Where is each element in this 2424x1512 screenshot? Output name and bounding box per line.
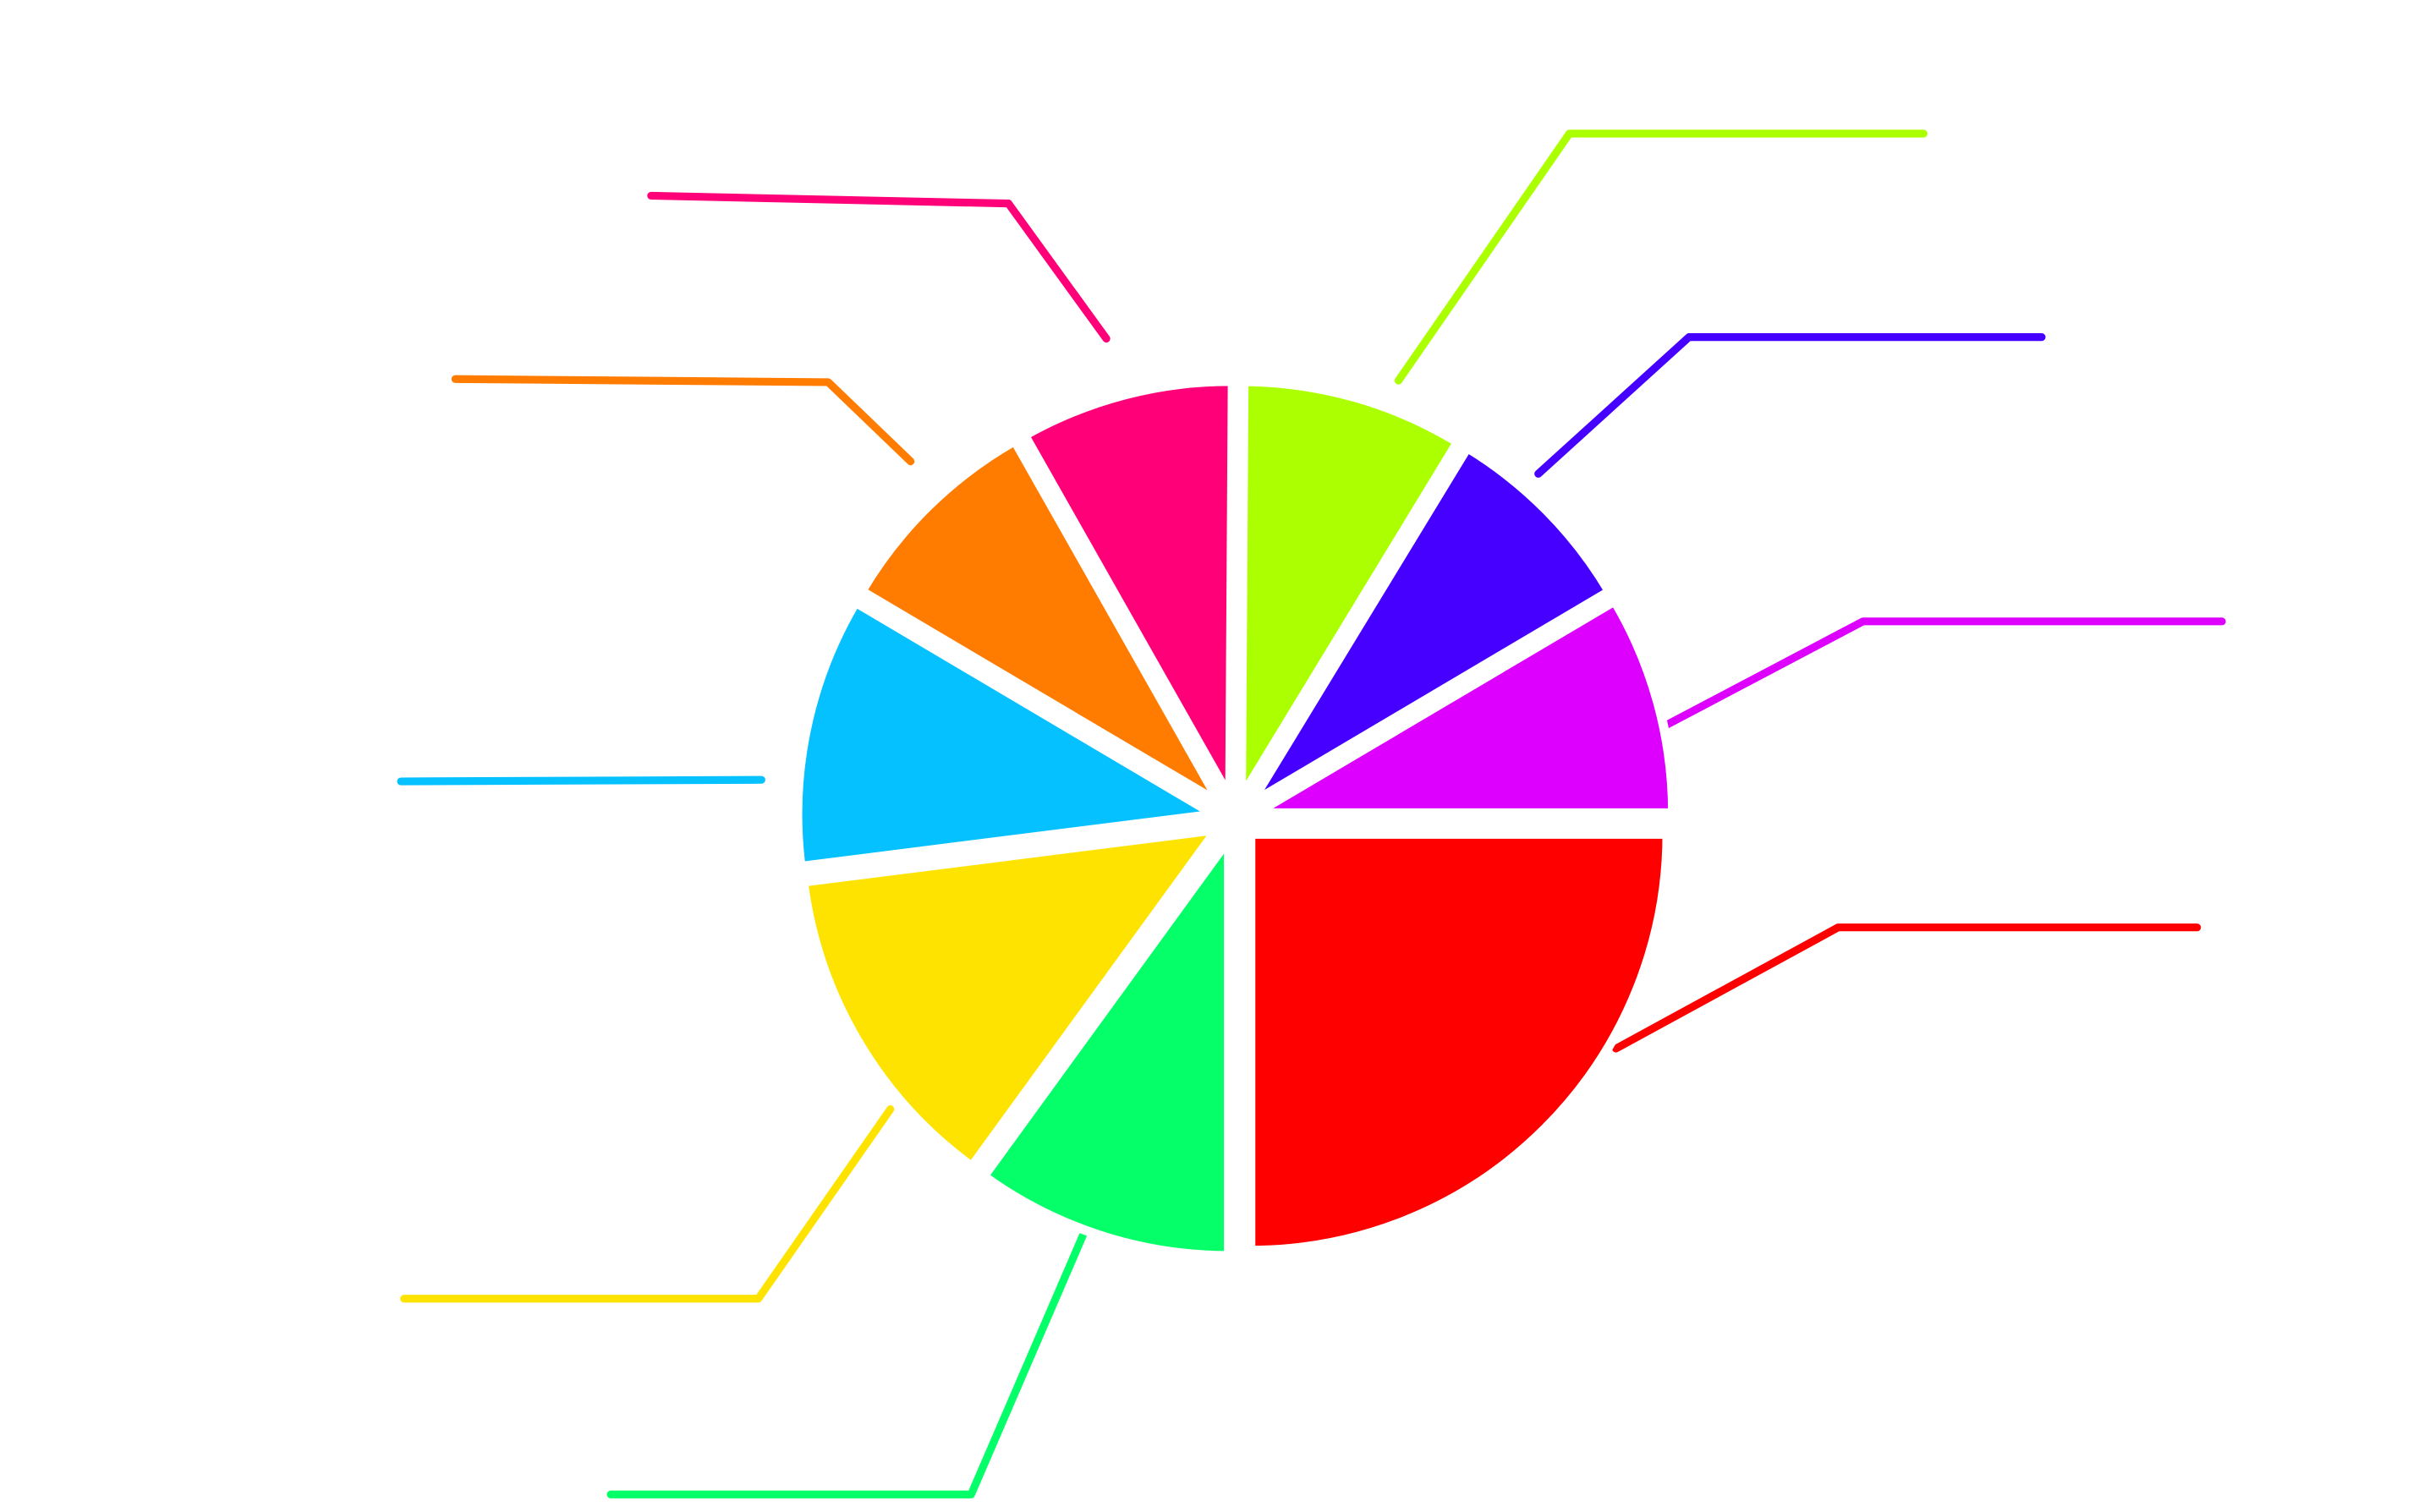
pie-slice: [1239, 594, 1678, 818]
leader-line: [1394, 129, 1928, 385]
pie-slice: [1236, 376, 1465, 815]
leader-line: [397, 775, 765, 786]
slices: [792, 376, 1678, 1261]
pie-slice: [855, 434, 1233, 817]
leader-line: [1612, 923, 2202, 1053]
leader-line: [1534, 333, 2046, 478]
pie-slice: [792, 595, 1229, 872]
pie-slice: [798, 824, 1227, 1174]
leader-line: [400, 1105, 895, 1303]
pie-slice: [1246, 829, 1672, 1256]
leader-line: [1659, 617, 2226, 731]
leader-line: [606, 1230, 1088, 1498]
leader-line: [647, 191, 1111, 343]
pie-slice: [977, 824, 1234, 1261]
pie-slice: [1017, 376, 1237, 815]
leader-lines: [397, 129, 2226, 1498]
pie-slice: [1247, 441, 1616, 808]
leader-line: [451, 375, 915, 466]
